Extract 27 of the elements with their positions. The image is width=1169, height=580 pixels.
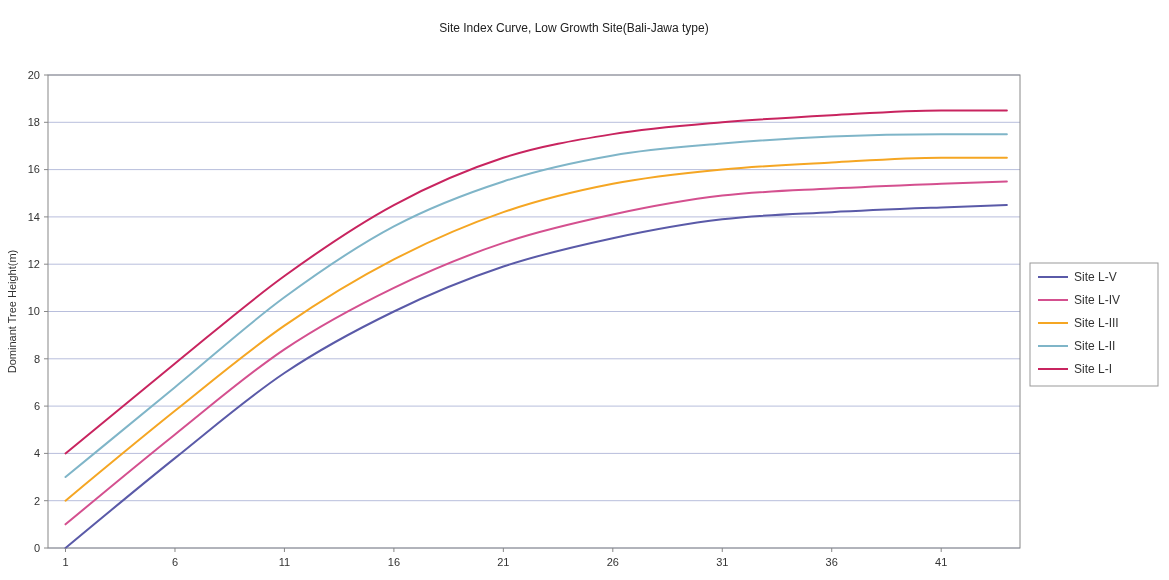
y-tick-label: 16: [27, 163, 40, 176]
x-tick-label: 11: [278, 556, 291, 568]
x-tick-label: 16: [387, 556, 401, 568]
chart-title: Site Index Curve, Low Growth Site(Bali-Jawa type): [439, 21, 709, 35]
x-tick-label: 31: [716, 556, 729, 568]
y-axis-title: Dominant Tree Height(m): [6, 249, 18, 374]
y-tick-label: 6: [33, 399, 40, 412]
y-tick-label: 14: [27, 210, 40, 223]
x-tick-label: 21: [497, 556, 510, 568]
x-tick-label: 36: [825, 556, 838, 568]
legend-label: Site L-III: [1074, 316, 1119, 331]
x-tick-label: 26: [606, 556, 619, 568]
y-tick-label: 0: [33, 541, 40, 554]
y-tick-label: 4: [33, 447, 40, 460]
y-tick-label: 10: [27, 305, 40, 318]
y-tick-label: 12: [27, 258, 40, 271]
legend-label: Site L-I: [1074, 362, 1113, 377]
x-tick-label: 6: [171, 556, 179, 568]
y-tick-label: 2: [33, 494, 40, 507]
legend-label: Site L-IV: [1074, 293, 1121, 308]
legend-label: Site L-V: [1074, 270, 1117, 285]
y-tick-label: 18: [27, 116, 40, 129]
x-tick-label: 1: [62, 556, 69, 568]
x-tick-label: 41: [935, 556, 948, 568]
legend-label: Site L-II: [1074, 339, 1116, 354]
y-tick-label: 20: [27, 68, 40, 81]
y-tick-label: 8: [33, 352, 40, 365]
